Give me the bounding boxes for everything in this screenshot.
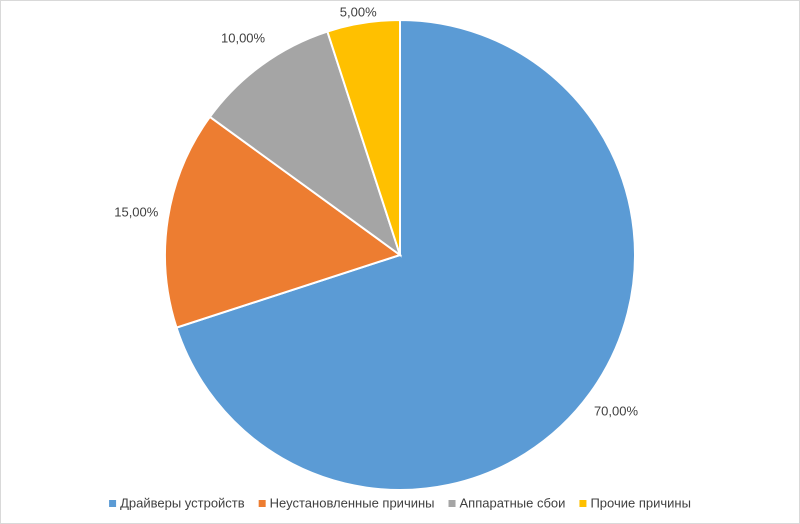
- data-label: 70,00%: [594, 403, 639, 418]
- legend: Драйверы устройств Неустановленные причин…: [109, 495, 691, 510]
- data-label: 5,00%: [340, 4, 377, 19]
- legend-swatch: [109, 500, 117, 507]
- data-label: 10,00%: [221, 30, 266, 45]
- pie-slice: [175, 18, 636, 491]
- pie-slice: [208, 30, 402, 258]
- legend-label: Драйверы устройств: [120, 495, 245, 510]
- legend-swatch: [258, 500, 266, 507]
- legend-label: Аппаратные сбои: [460, 495, 566, 510]
- pie-slice: [164, 115, 403, 329]
- legend-label: Прочие причины: [590, 495, 690, 510]
- legend-swatch: [579, 500, 587, 507]
- data-label: 15,00%: [114, 205, 159, 220]
- legend-label: Неустановленные причины: [270, 495, 435, 510]
- legend-swatch: [448, 500, 456, 507]
- pie-slice: [326, 18, 401, 256]
